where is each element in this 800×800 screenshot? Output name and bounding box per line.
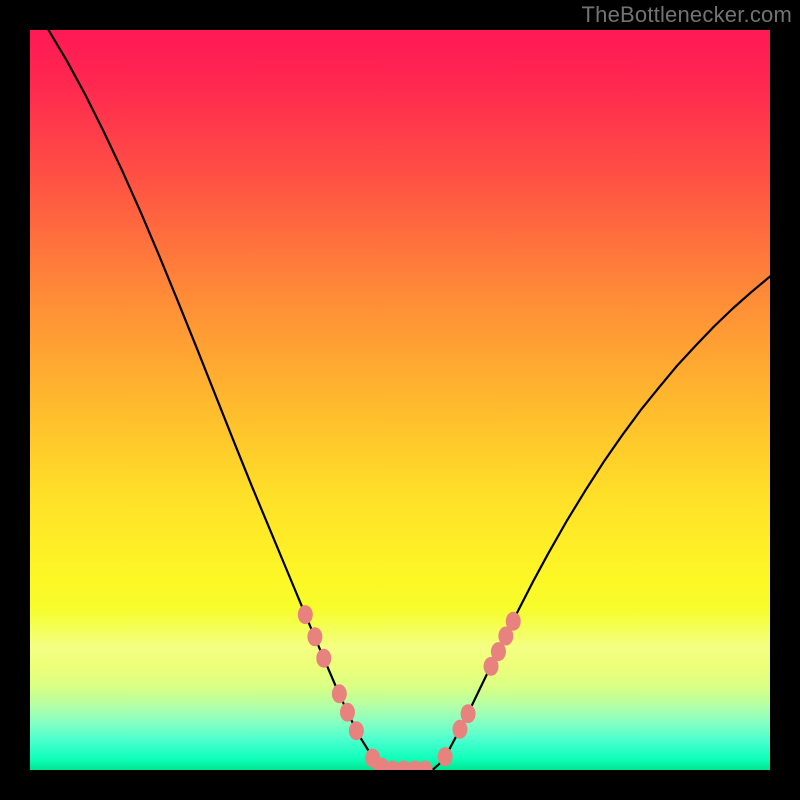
data-dot (452, 720, 467, 739)
data-dot (438, 747, 453, 766)
data-dot (316, 649, 331, 668)
plot-area (30, 30, 770, 770)
data-dot (340, 703, 355, 722)
lightening-band (30, 607, 770, 696)
watermark-text: TheBottlenecker.com (582, 2, 792, 28)
data-dot (307, 627, 322, 646)
data-dot (298, 605, 313, 624)
data-dot (461, 704, 476, 723)
plot-svg (30, 30, 770, 770)
data-dot (332, 684, 347, 703)
chart-container: TheBottlenecker.com (0, 0, 800, 800)
data-dot (349, 721, 364, 740)
data-dot (506, 612, 521, 631)
